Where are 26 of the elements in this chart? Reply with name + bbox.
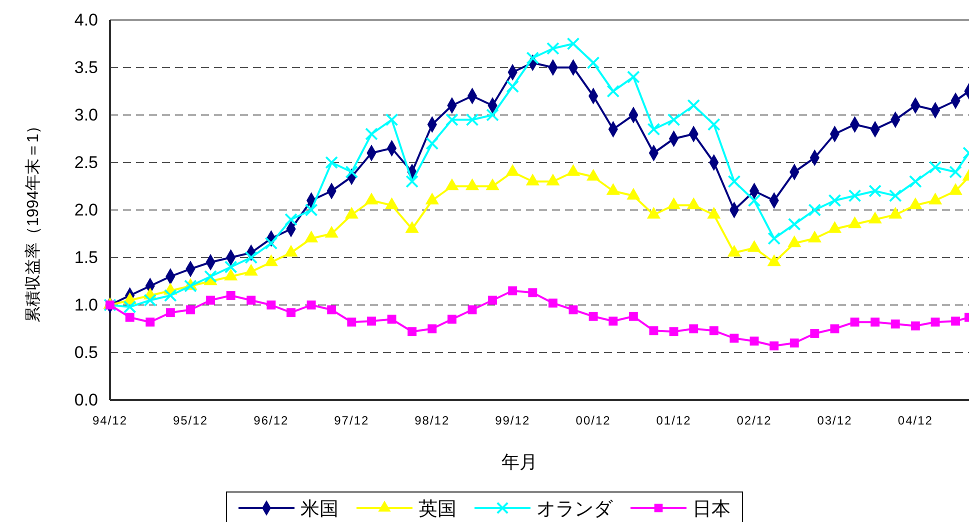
x-tick-label: 00/12	[576, 414, 611, 428]
y-tick-label: 2.0	[74, 200, 98, 220]
y-tick-label: 0.5	[74, 342, 98, 362]
x-tick-label: 94/12	[92, 414, 128, 428]
legend-label: 英国	[418, 499, 456, 520]
y-tick-label: 1.5	[74, 248, 98, 267]
x-tick-label: 97/12	[334, 414, 370, 428]
y-axis-title: 累積収益率（1994年末＝1）	[24, 118, 42, 322]
x-tick-label: 99/12	[495, 414, 530, 428]
x-tick-label: 95/12	[172, 414, 208, 428]
x-tick-label: 04/12	[898, 414, 933, 428]
y-tick-label: 1.0	[74, 295, 98, 314]
y-tick-label: 0.0	[74, 390, 98, 410]
x-tick-label: 01/12	[656, 414, 692, 428]
legend-label: オランダ	[536, 499, 614, 520]
x-tick-label: 96/12	[254, 414, 289, 428]
x-axis-title: 年月	[502, 452, 538, 472]
y-tick-label: 3.5	[74, 58, 98, 77]
legend-label: 米国	[300, 499, 338, 520]
x-tick-label: 98/12	[414, 414, 450, 428]
x-tick-label: 03/12	[817, 414, 852, 428]
y-tick-label: 4.0	[74, 10, 98, 30]
x-tick-label: 02/12	[736, 414, 772, 428]
legend-label: 日本	[692, 499, 730, 520]
y-tick-label: 3.0	[74, 105, 98, 124]
y-tick-label: 2.5	[74, 152, 98, 172]
